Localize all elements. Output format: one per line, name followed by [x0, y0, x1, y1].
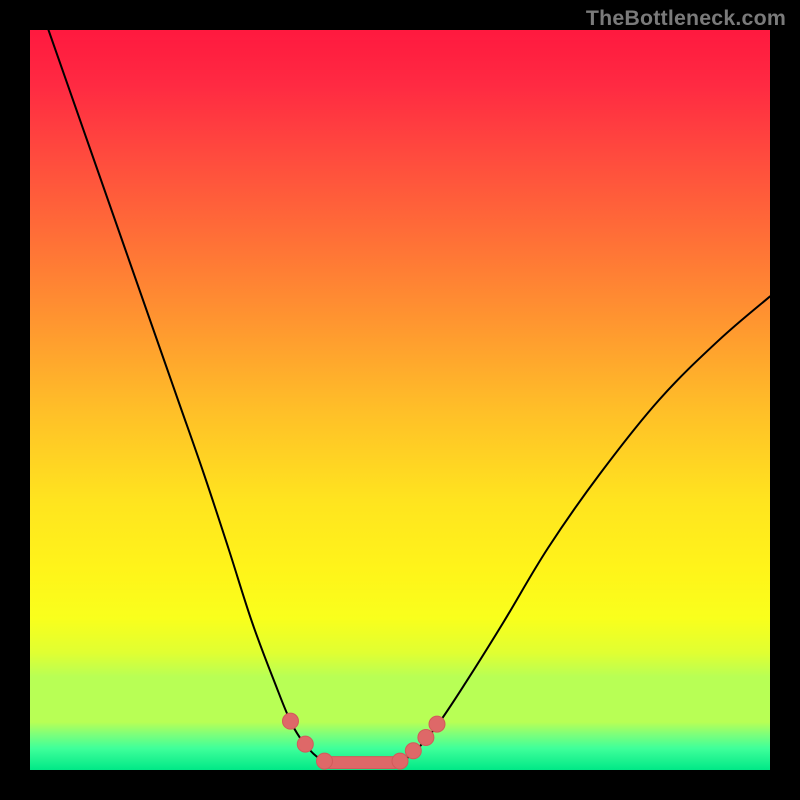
marker-dot-left	[297, 736, 313, 752]
marker-dot-right	[392, 753, 408, 769]
marker-dot-left	[317, 753, 333, 769]
marker-dot-right	[429, 716, 445, 732]
marker-floor-bar	[325, 757, 400, 769]
curve-right-branch	[400, 296, 770, 762]
marker-dot-left	[282, 713, 298, 729]
marker-dot-right	[418, 729, 434, 745]
chart-container: TheBottleneck.com	[0, 0, 800, 800]
curve-left-branch	[49, 30, 327, 763]
marker-dot-right	[405, 743, 421, 759]
curve-layer	[30, 30, 770, 770]
watermark-text: TheBottleneck.com	[586, 6, 786, 31]
plot-area	[30, 30, 770, 770]
